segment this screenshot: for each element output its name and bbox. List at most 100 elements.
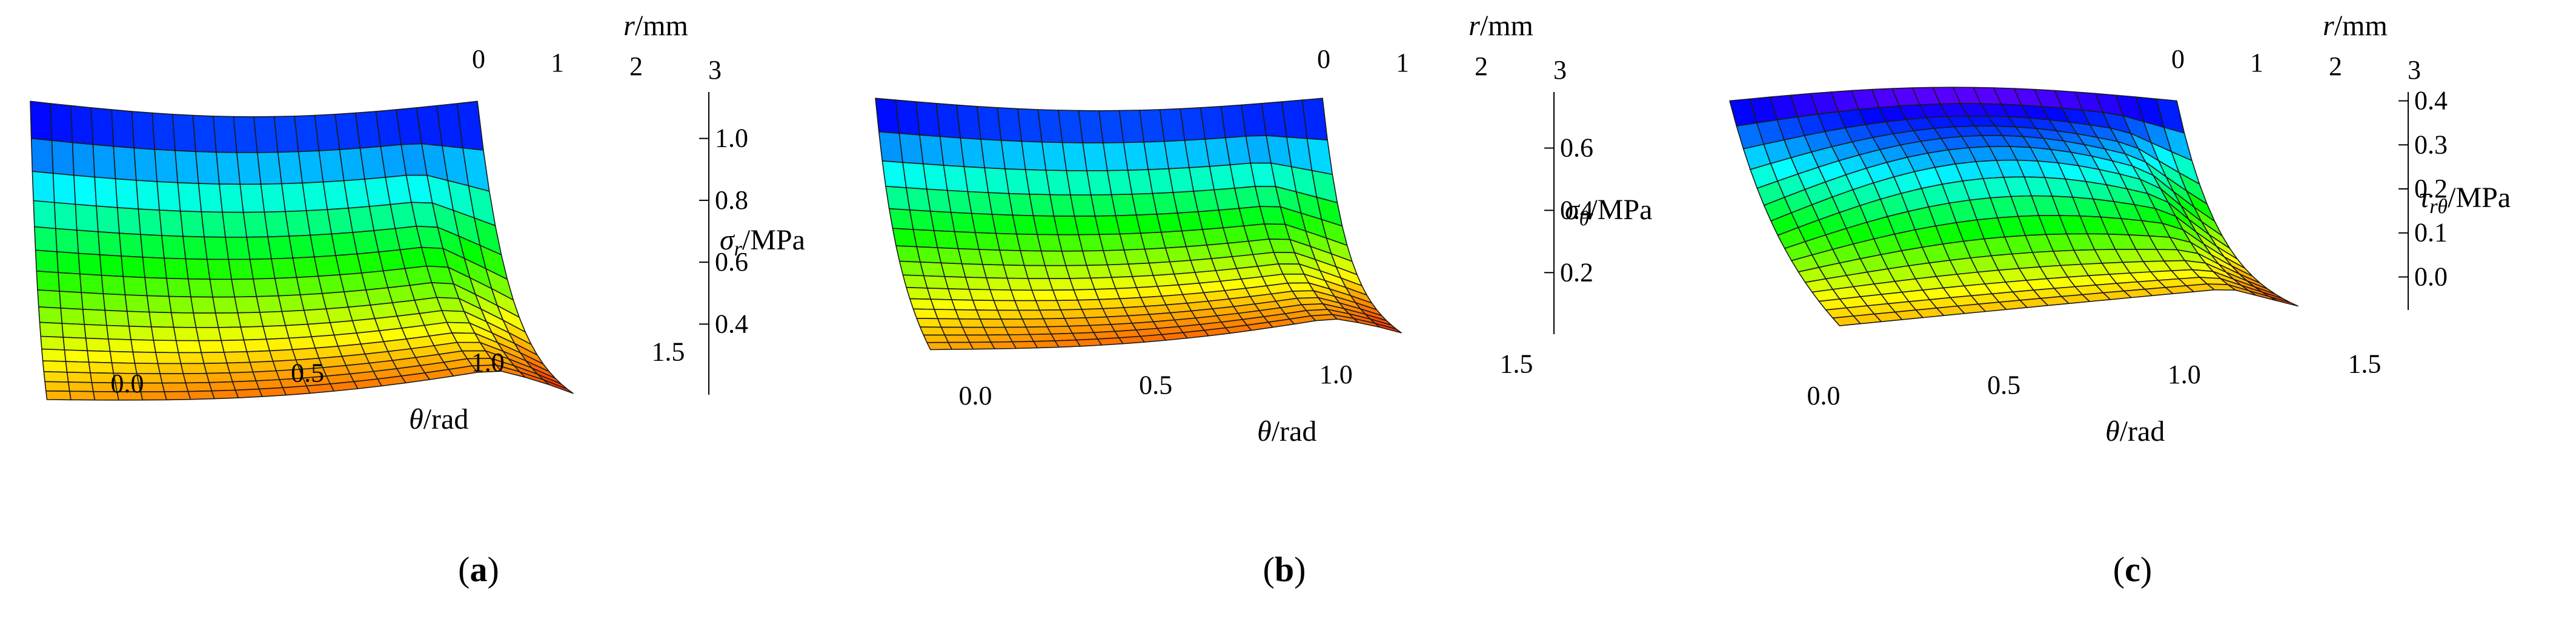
surface-cell (84, 324, 109, 340)
surface-cell (969, 341, 995, 350)
r-axis-b: 0 1 2 3 r/mm (1317, 10, 1567, 85)
surface-cell (185, 258, 211, 280)
surface-cell (265, 337, 293, 352)
surface-cell (224, 351, 251, 364)
surface-cell (249, 360, 277, 373)
surface-cell (212, 296, 239, 314)
surface-cell (170, 312, 197, 328)
surface-cell (65, 361, 91, 374)
surface-cell (299, 292, 327, 311)
surface-cell (35, 249, 59, 274)
surface-cell (85, 337, 111, 352)
surface-cell (198, 340, 225, 354)
surface-cell (206, 259, 233, 280)
theta-axis-label: θ/rad (1257, 415, 1316, 447)
surface-cell (240, 326, 267, 341)
surface-cell (228, 259, 254, 280)
surface-cell (940, 326, 967, 336)
surface-cell (916, 317, 942, 328)
surface-cell (102, 293, 128, 312)
r-tick-label: 0 (1317, 44, 1330, 74)
surface-cell (171, 114, 196, 153)
surface-cell (1374, 323, 1402, 334)
panel-a: 0.4 0.6 0.8 1.0 σr/MPa 0 1 2 3 r/mm 0.0 0.5 1.0 1.5 θ/… (30, 10, 805, 589)
surface-cell (259, 311, 287, 328)
r-axis-label: r/mm (623, 10, 688, 42)
surface-cell (288, 336, 316, 351)
surface-cell (182, 372, 210, 384)
surface-cell (195, 151, 220, 185)
surface-cell (267, 236, 294, 260)
surface-cell (45, 390, 71, 401)
surface-cell (122, 275, 148, 297)
surface-cell (62, 337, 88, 352)
surface-cell (204, 236, 230, 260)
r-axis-label: r/mm (2323, 10, 2388, 42)
surface-cell (30, 137, 54, 174)
surface-cell (144, 277, 170, 297)
surface-cell (944, 334, 971, 343)
surface-cell (193, 312, 219, 328)
r-tick-label: 2 (2329, 51, 2342, 81)
surface-cell (271, 257, 297, 279)
theta-tick-label: 0.0 (1807, 381, 1841, 410)
surface-cell (274, 277, 301, 297)
theta-tick-label: 0.0 (111, 369, 144, 398)
surface-cell (34, 226, 58, 252)
surface-cell (260, 183, 286, 213)
r-tick-label: 2 (1475, 51, 1488, 81)
surface-cell (229, 371, 257, 383)
surface-cell (236, 152, 262, 185)
surface-cell (38, 306, 63, 325)
surface-cell (225, 236, 251, 260)
z-tick-label: 0.8 (715, 185, 748, 215)
surface-cell (222, 211, 248, 238)
surface-cell (168, 295, 194, 314)
surface-cell (110, 351, 136, 364)
surface-cell (242, 211, 269, 238)
surface-cell (130, 339, 156, 353)
r-tick-label: 1 (1396, 48, 1409, 77)
surface-cell (208, 381, 236, 392)
surface-cell (175, 340, 202, 354)
surface-cell (174, 150, 199, 184)
surface-cell (173, 326, 199, 341)
surface-cell (965, 334, 992, 343)
surface-cell (115, 178, 139, 210)
z-tick-label: 0.6 (715, 247, 748, 277)
surface-cell (140, 391, 167, 401)
surface-cell (92, 143, 116, 180)
surface-cell (234, 295, 261, 314)
surface-cell (192, 114, 217, 153)
surface-cell (87, 350, 113, 364)
panel-c: 0.0 0.1 0.2 0.3 0.4 τrθ/MPa 0 1 2 3 r/mm 0.0 0.5 1.0 1… (1729, 10, 2511, 589)
surface-cell (133, 147, 158, 182)
surface-cell (39, 321, 64, 338)
theta-axis-label: θ/rad (409, 403, 468, 435)
surface-cell (1033, 340, 1060, 349)
r-tick-label: 3 (1553, 55, 1567, 85)
surface-cell (128, 325, 154, 341)
surface-cell (108, 338, 134, 353)
surface-cell (201, 211, 226, 238)
surface-cell (159, 209, 184, 237)
surface-cell (201, 351, 228, 364)
surface-cell (157, 363, 184, 375)
surface-cell (69, 390, 96, 401)
surface-cell (213, 116, 237, 153)
surface-cell (52, 173, 76, 205)
theta-tick-label: 1.0 (471, 348, 505, 377)
surface-cell (121, 255, 145, 278)
r-tick-label: 1 (551, 48, 564, 77)
r-tick-label: 3 (708, 55, 722, 85)
surface-cell (217, 326, 245, 341)
r-axis-label: r/mm (1469, 10, 1533, 42)
surface-cell (180, 363, 207, 375)
surface-cell (127, 311, 152, 328)
surface-cell (153, 340, 179, 354)
surface-cell (151, 112, 176, 151)
surface-cell (43, 371, 69, 383)
z-axis-b: 0.2 0.4 0.6 σθ/MPa (1544, 92, 1652, 334)
surface-cell (59, 291, 84, 310)
